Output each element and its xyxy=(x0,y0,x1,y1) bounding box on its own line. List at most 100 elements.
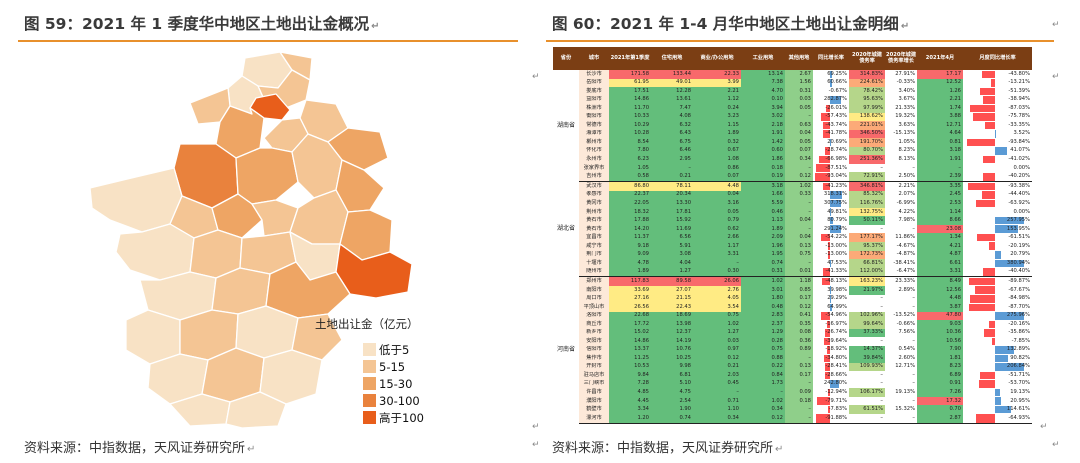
table-cell: 0.12 xyxy=(785,172,813,183)
table-cell: 1.91 xyxy=(917,155,963,164)
cell-value: -7.83% xyxy=(828,406,847,413)
data-bar xyxy=(829,208,832,216)
table-cell: 17.51 xyxy=(609,87,651,96)
table-cell: 0.03 xyxy=(693,337,741,346)
table-cell: 39.98% xyxy=(813,286,849,295)
table-cell: 4.87 xyxy=(917,250,963,260)
table-cell: 3.99 xyxy=(693,78,741,88)
data-bar xyxy=(994,388,1001,397)
table-cell: -33.35% xyxy=(963,121,1032,130)
table-cell: – xyxy=(849,379,885,389)
table-cell: 1.26 xyxy=(917,87,963,96)
table-cell: 0.10 xyxy=(741,95,785,105)
data-bar xyxy=(975,286,995,294)
table-cell: 漯河市 xyxy=(579,413,609,424)
table-cell: 2.37 xyxy=(741,320,785,329)
table-cell: 23.33% xyxy=(885,276,917,286)
table-cell: 1.14 xyxy=(917,207,963,217)
table-cell: -43.74% xyxy=(813,121,849,130)
table-cell: -4.87% xyxy=(885,250,917,260)
table-cell: – xyxy=(849,371,885,380)
data-bar xyxy=(825,363,830,371)
table-cell: 7.56% xyxy=(885,328,917,338)
table-row: 宜昌市 11.37 6.56 2.66 2.09 0.04 -54.22% 177.17% 11… xyxy=(553,233,1032,242)
cell-value: -26.74% xyxy=(825,329,847,336)
data-bar xyxy=(825,371,830,380)
table-row: 荆州市 18.32 17.81 0.05 0.46– 49.81% 132.75% 4.22%… xyxy=(553,207,1032,217)
table-cell: 衡阳市 xyxy=(579,112,609,122)
table-cell: 1.73 xyxy=(741,379,785,389)
table-row: 濮阳市 4.45 2.54 0.71 1.02 0.18 -79.71% – –17.32 20.… xyxy=(553,396,1032,406)
table-cell: 0.91 xyxy=(917,379,963,389)
table-cell: 0.05 xyxy=(693,207,741,217)
cell-value: -54.22% xyxy=(825,234,847,241)
table-cell: – xyxy=(885,379,917,389)
cell-value: -28.74% xyxy=(825,147,847,154)
data-bar xyxy=(969,104,995,113)
data-bar xyxy=(825,329,830,337)
data-bar xyxy=(994,225,1018,233)
table-cell: -75.78% xyxy=(963,113,1032,122)
table-cell: 41.07% xyxy=(963,147,1032,156)
table-cell: 1.02 xyxy=(741,396,785,406)
table-cell: – xyxy=(885,294,917,304)
table-cell: 7.28 xyxy=(609,379,651,389)
table-cell: -7.83% xyxy=(813,405,849,414)
table-cell: 0.70 xyxy=(917,405,963,414)
data-bar xyxy=(972,113,995,121)
table-cell: 黄石市 xyxy=(579,216,609,225)
table-cell: 0.18 xyxy=(785,396,813,406)
table-row: 咸宁市 9.18 5.91 1.17 1.96 0.13 -13.00% 95.37% -4.6… xyxy=(553,241,1032,251)
map-region xyxy=(289,189,349,245)
table-cell: -41.33% xyxy=(813,267,849,278)
table-cell: 0.48 xyxy=(741,303,785,312)
table-cell: 3.08 xyxy=(651,250,693,260)
cell-value: -20.19% xyxy=(1008,242,1030,249)
table-cell: 0.75 xyxy=(693,311,741,321)
table-cell: 22.43 xyxy=(651,303,693,312)
cell-value: -41.78% xyxy=(825,130,847,137)
table-cell: 318.31% xyxy=(813,191,849,200)
table-cell: 1.05 xyxy=(609,163,651,173)
cell-value: -41.23% xyxy=(825,182,847,189)
table-cell: 0.22 xyxy=(741,362,785,372)
right-source-note: 资料来源：中指数据，天风证券研究所 ↵ xyxy=(552,441,784,456)
table-cell: -87.03% xyxy=(963,104,1032,113)
cell-value: 206.84% xyxy=(1006,363,1030,370)
table-cell: 18.32 xyxy=(609,207,651,217)
table-cell: 永州市 xyxy=(579,155,609,164)
data-bar xyxy=(829,216,833,225)
table-cell: 9.84 xyxy=(609,371,651,380)
table-cell: 0.07 xyxy=(785,146,813,156)
table-cell: 0.71 xyxy=(693,396,741,406)
cell-value: 114.61% xyxy=(1006,406,1030,413)
cell-value: 60.66% xyxy=(827,79,847,86)
table-row: 湖北省 武汉市 86.80 78.11 4.48 3.18 1.02 -41.23% 346.8… xyxy=(553,181,1032,277)
table-cell: – xyxy=(885,396,917,406)
table-cell: 47.53% xyxy=(813,259,849,268)
table-cell: -64.93% xyxy=(963,413,1032,424)
table-cell: 12.37 xyxy=(651,328,693,338)
data-bar xyxy=(988,320,995,329)
table-cell: -28.74% xyxy=(813,147,849,156)
table-cell: 6.43 xyxy=(651,129,693,139)
table-cell: 1.27 xyxy=(693,328,741,338)
table-cell: 10.25 xyxy=(651,354,693,363)
table-cell: 7.26 xyxy=(917,388,963,397)
table-cell: 275.96% xyxy=(963,312,1032,321)
table-cell: 2.66 xyxy=(693,233,741,242)
data-bar xyxy=(829,199,842,208)
table-cell: 怀化市 xyxy=(579,146,609,156)
table-cell: 257.95% xyxy=(963,216,1032,225)
table-row: 衡阳市 10.33 4.08 3.23 3.02– -57.43% 138.62% 19.32… xyxy=(553,112,1032,122)
table-cell: 2.95 xyxy=(651,155,693,164)
table-cell: -0.67% xyxy=(813,87,849,96)
data-bar xyxy=(829,138,831,147)
table-cell: 22.37 xyxy=(609,190,651,200)
legend-swatch xyxy=(363,343,376,356)
cell-value: -84.98% xyxy=(1008,295,1030,302)
data-bar xyxy=(827,242,830,250)
cell-value: -13.21% xyxy=(1008,79,1030,86)
table-cell: – xyxy=(785,199,813,208)
table-cell: 1.02 xyxy=(741,276,785,286)
